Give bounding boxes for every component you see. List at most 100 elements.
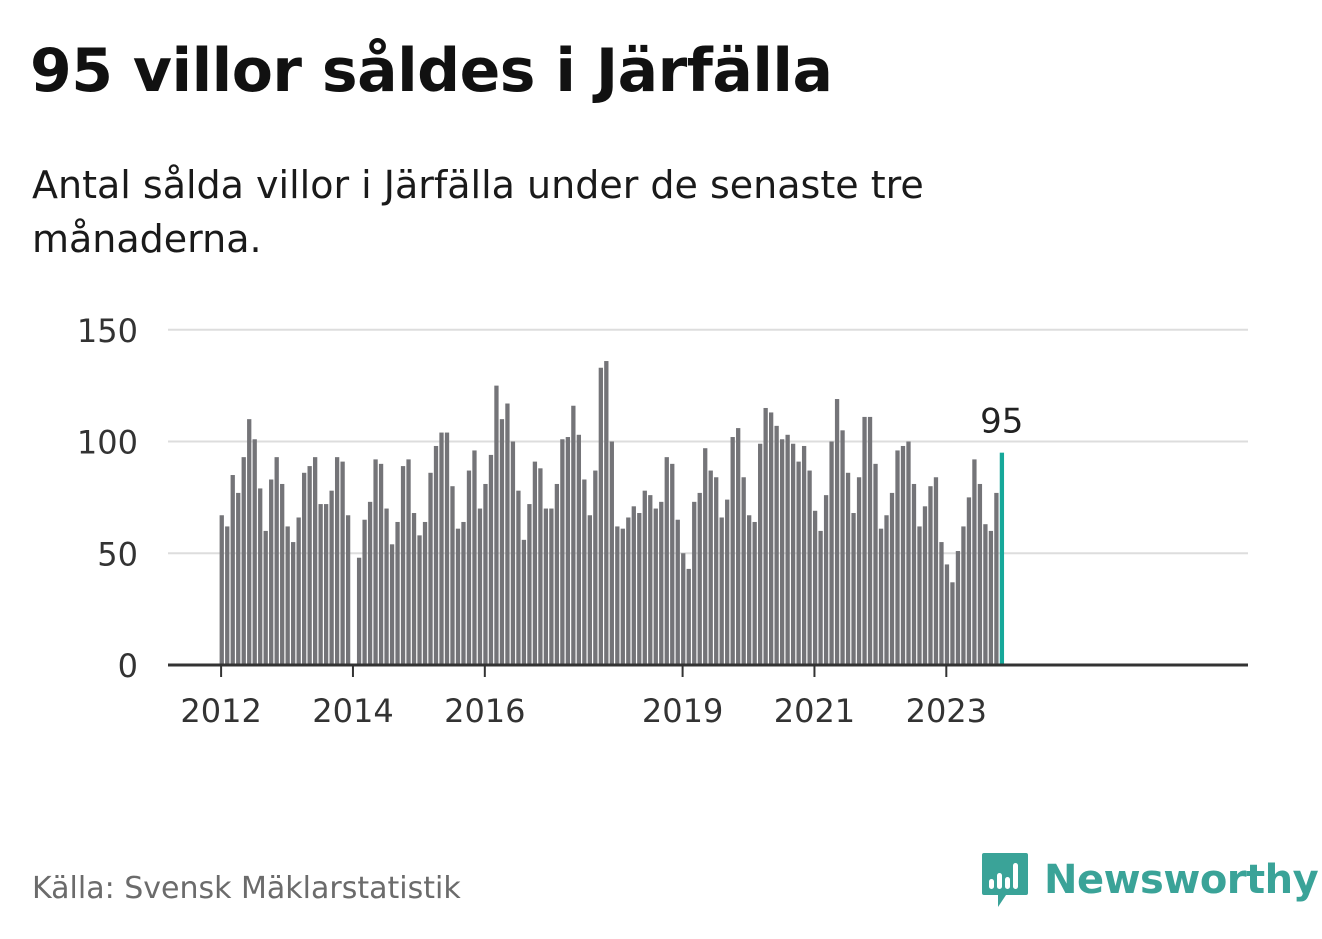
bar	[637, 513, 642, 665]
bar	[329, 490, 334, 665]
bar	[450, 486, 455, 665]
bar	[681, 553, 686, 665]
bar	[576, 434, 582, 665]
bar	[697, 492, 702, 665]
bar	[488, 454, 494, 665]
bar	[422, 521, 428, 665]
bar	[725, 499, 730, 665]
bar	[225, 526, 230, 665]
bar	[900, 445, 906, 665]
bar	[296, 517, 301, 665]
chart-title: 95 villor såldes i Järfälla	[30, 36, 833, 106]
bar	[307, 466, 312, 665]
bar	[571, 405, 576, 665]
bar	[230, 475, 235, 665]
bar	[626, 517, 631, 665]
bar	[856, 477, 862, 665]
bar	[494, 385, 499, 665]
bar	[834, 399, 840, 665]
bar	[818, 530, 823, 665]
bar	[939, 542, 944, 665]
bar	[291, 542, 296, 665]
bar	[219, 515, 224, 665]
bar	[384, 508, 389, 665]
bar	[582, 479, 587, 665]
x-tick-label: 2023	[906, 692, 987, 730]
bar	[417, 535, 422, 665]
bar	[466, 470, 472, 665]
bar	[472, 450, 477, 665]
bar	[966, 497, 972, 665]
y-tick-label: 100	[77, 424, 138, 462]
bar	[554, 483, 560, 665]
bar	[752, 521, 757, 665]
bar	[395, 521, 400, 665]
x-tick-label: 2016	[444, 692, 525, 730]
bar	[302, 472, 307, 665]
bar	[878, 528, 884, 665]
brand-logo[interactable]: Newsworthy	[980, 850, 1319, 910]
bar	[895, 450, 900, 665]
bar	[620, 528, 625, 665]
bar	[972, 459, 977, 665]
bar	[411, 513, 417, 665]
bar	[538, 468, 543, 665]
bar-chart: 0 50 100 150 2012 2014 2016 2019 2021 2023 95	[77, 312, 1248, 730]
bar	[609, 441, 614, 665]
y-tick-label: 150	[77, 312, 138, 350]
bar	[532, 461, 538, 665]
bar	[769, 412, 774, 665]
bar	[543, 508, 549, 665]
bar	[356, 557, 362, 665]
source-note: Källa: Svensk Mäklarstatistik	[32, 871, 461, 906]
bar	[499, 419, 505, 665]
bar	[873, 463, 878, 665]
bar	[670, 463, 675, 665]
bar	[285, 526, 290, 665]
bar	[439, 432, 444, 665]
bar	[928, 486, 933, 665]
bar	[362, 519, 367, 665]
bar	[955, 551, 961, 665]
y-tick-label: 50	[97, 535, 138, 573]
bar	[851, 513, 856, 665]
bar	[461, 521, 466, 665]
bar	[812, 510, 818, 665]
bar	[642, 490, 647, 665]
bar	[686, 568, 691, 665]
bar	[560, 439, 565, 665]
bar	[917, 526, 922, 665]
bar	[378, 463, 384, 665]
x-tick-label: 2019	[642, 692, 723, 730]
bar	[807, 470, 812, 665]
bar	[741, 477, 746, 665]
bar	[867, 416, 873, 665]
chart-subtitle: Antal sålda villor i Järfälla under de s…	[32, 163, 924, 261]
bar	[862, 416, 867, 665]
brand-name: Newsworthy	[1044, 857, 1319, 903]
highlight-value-label: 95	[980, 402, 1023, 442]
bar	[334, 457, 340, 665]
bar	[631, 506, 636, 665]
bar	[269, 479, 274, 665]
bar	[274, 457, 279, 665]
bar	[521, 539, 527, 665]
y-tick-label: 0	[118, 647, 138, 685]
bar	[247, 419, 252, 665]
bar	[994, 492, 999, 665]
bar	[774, 425, 779, 665]
bar	[988, 530, 994, 665]
bar	[719, 517, 724, 665]
bar	[406, 459, 411, 665]
bar	[549, 508, 554, 665]
bar	[565, 437, 571, 665]
bar	[263, 530, 268, 665]
bar	[758, 443, 763, 665]
bar	[615, 526, 620, 665]
bar	[884, 515, 889, 665]
x-tick-label: 2014	[312, 692, 393, 730]
bar	[653, 508, 658, 665]
bar	[236, 492, 241, 665]
bar	[252, 439, 257, 665]
bar	[373, 459, 378, 665]
